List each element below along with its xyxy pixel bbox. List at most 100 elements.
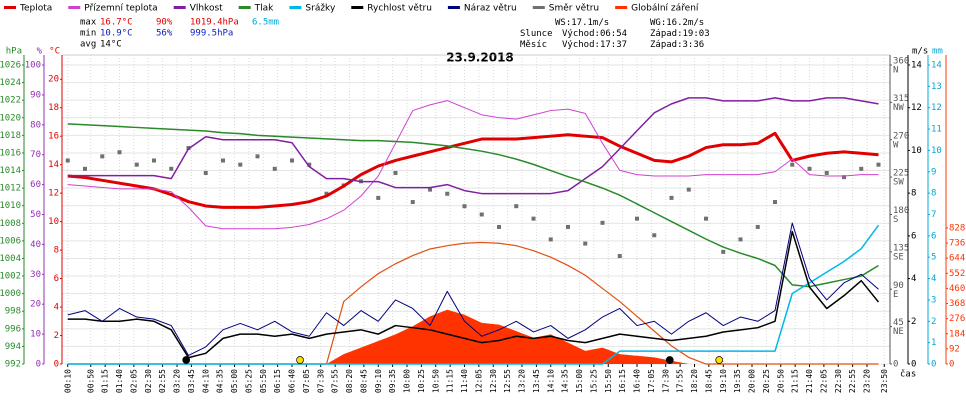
y-tick-label: 4 <box>911 274 916 284</box>
y-tick-label: 1022 <box>0 96 21 106</box>
x-tick-label: 21:40 <box>805 369 814 393</box>
y-tick-label: 13 <box>931 82 942 92</box>
sun-rise-marker <box>296 356 304 364</box>
y-tick-label: N <box>893 66 898 76</box>
x-tick-label: 06:15 <box>273 369 282 393</box>
direction-point <box>704 216 708 221</box>
y-tick-label: 0 <box>54 360 59 370</box>
legend-label: Přízemní teplota <box>84 4 157 14</box>
y-tick-label: 60 <box>30 180 41 190</box>
y-tick-label: 40 <box>30 240 41 250</box>
moon-rise: 17:37 <box>600 40 627 50</box>
direction-point <box>169 166 174 171</box>
series-line <box>67 123 879 288</box>
y-tick-label: 1018 <box>0 131 21 141</box>
sun-rise-label: Východ: <box>562 29 600 39</box>
direction-point <box>755 224 760 229</box>
x-tick-label: 14:35 <box>561 369 570 393</box>
y-tick-label: 135 <box>893 243 909 253</box>
wind-stats: WS:17.1m/s WG:16.2m/s <box>555 18 704 28</box>
direction-point <box>100 154 105 159</box>
sun-set: 19:03 <box>683 29 710 39</box>
direction-point <box>497 224 501 229</box>
x-axis-label: čas <box>900 369 916 380</box>
direction-point <box>790 162 795 167</box>
direction-point <box>652 233 657 238</box>
y-tick-label: 20 <box>48 75 59 85</box>
axis-unit: m/s <box>912 47 928 57</box>
x-tick-label: 21:15 <box>791 369 800 393</box>
x-tick-label: 03:45 <box>187 369 196 393</box>
y-tick-label: 1016 <box>0 148 21 158</box>
y-tick-label: 12 <box>931 103 942 113</box>
sun-info: Slunce Východ:06:54 Západ:19:03 <box>520 29 710 39</box>
wg: WG:16.2m/s <box>650 18 704 28</box>
direction-point <box>83 166 87 171</box>
direction-point <box>152 158 156 163</box>
y-tick-label: E <box>893 290 898 300</box>
y-tick-label: 1010 <box>0 201 21 211</box>
y-tick-label: 736 <box>949 239 965 249</box>
stat-value: 999.5hPa <box>190 29 233 39</box>
y-tick-label: 552 <box>949 269 965 279</box>
x-tick-label: 13:20 <box>518 369 527 393</box>
stat-label: max <box>80 18 97 28</box>
y-tick-label: 996 <box>5 324 21 334</box>
direction-point <box>272 166 277 171</box>
direction-point <box>824 170 829 175</box>
y-tick-label: 90 <box>893 281 904 291</box>
series-line <box>67 224 880 365</box>
x-tick-label: 15:00 <box>575 369 584 393</box>
y-tick-label: 3 <box>931 295 936 305</box>
x-tick-label: 23:20 <box>863 369 872 393</box>
y-tick-label: SW <box>893 178 904 188</box>
legend-label: Teplota <box>19 4 52 14</box>
legend-label: Tlak <box>254 4 275 14</box>
legend-label: Náraz větru <box>464 4 517 14</box>
y-tick-label: 225 <box>893 169 909 179</box>
x-tick-label: 11:40 <box>460 369 469 393</box>
y-tick-label: 2 <box>54 331 59 341</box>
x-tick-label: 16:15 <box>618 369 627 393</box>
y-tick-label: 50 <box>30 210 41 220</box>
x-tick-label: 12:05 <box>474 369 483 393</box>
axis-unit: mm <box>932 47 943 57</box>
y-tick-label: 180 <box>893 206 909 216</box>
y-tick-label: 4 <box>931 274 936 284</box>
direction-point <box>255 154 260 159</box>
legend-swatch <box>289 6 302 9</box>
direction-point <box>514 204 519 209</box>
y-tick-label: 1020 <box>0 113 21 123</box>
y-tick-label: 16 <box>48 132 59 142</box>
axis-unit: % <box>37 47 43 57</box>
y-tick-label: 992 <box>5 360 21 370</box>
x-tick-label: 07:30 <box>316 369 325 393</box>
moon-set-label: Západ: <box>650 40 683 50</box>
legend-label: Směr větru <box>549 4 599 14</box>
y-tick-label: 90 <box>30 90 41 100</box>
x-tick-label: 16:40 <box>633 369 642 393</box>
legend-label: Rychlost větru <box>367 4 432 14</box>
y-tick-label: 8 <box>54 246 59 256</box>
legend-swatch <box>447 6 460 9</box>
y-tick-label: 184 <box>949 329 965 339</box>
y-tick-label: 1024 <box>0 78 21 88</box>
y-tick-label: 12 <box>911 103 922 113</box>
y-tick-label: 9 <box>931 167 936 177</box>
y-tick-label: 11 <box>931 125 942 135</box>
legend-label: Vlhkost <box>190 4 223 14</box>
y-tick-label: 0 <box>931 360 936 370</box>
moon-label: Měsíc <box>520 40 547 50</box>
y-tick-label: 998 <box>5 307 21 317</box>
stat-value: 10.9°C <box>100 29 133 39</box>
direction-point <box>221 158 225 163</box>
sun-set-label: Západ: <box>650 29 683 39</box>
y-tick-label: 6 <box>54 274 59 284</box>
direction-point <box>479 212 484 217</box>
y-tick-label: 14 <box>911 61 922 71</box>
x-tick-label: 20:50 <box>776 369 785 393</box>
sun-label: Slunce <box>520 29 553 39</box>
legend-swatch <box>4 6 16 9</box>
y-tick-label: 80 <box>30 120 41 130</box>
